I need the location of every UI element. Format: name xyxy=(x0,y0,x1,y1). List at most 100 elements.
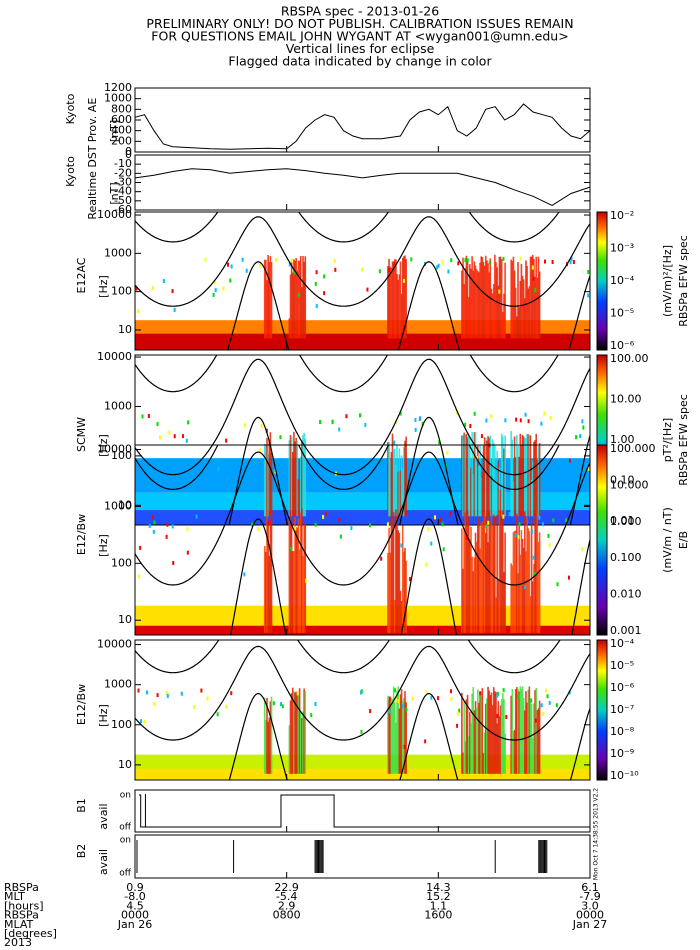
speck xyxy=(296,691,299,696)
streak xyxy=(461,270,463,339)
speck xyxy=(139,545,142,550)
streak xyxy=(520,444,523,517)
streak xyxy=(393,448,396,517)
streak xyxy=(295,526,297,633)
streak xyxy=(405,436,407,517)
panel: 10 100 1000 10000 E12/Bw [Hz] 100.000 10.000 1.0… xyxy=(75,442,690,637)
y-tick-label: 600 xyxy=(111,113,132,126)
streak xyxy=(496,267,498,339)
streak xyxy=(512,532,515,633)
y-tick-label: 100 xyxy=(111,556,132,569)
speck xyxy=(272,701,275,706)
title-line: Vertical lines for eclipse xyxy=(286,41,435,56)
speck xyxy=(579,434,582,439)
speck xyxy=(361,267,364,272)
streak xyxy=(462,752,464,774)
streak xyxy=(293,691,295,774)
streak xyxy=(512,481,515,517)
streak xyxy=(522,436,525,517)
speck xyxy=(368,523,371,528)
footer-value: -7.9 xyxy=(579,890,600,903)
speck xyxy=(485,418,488,423)
streak xyxy=(489,522,492,633)
streak xyxy=(389,552,392,633)
y-tick-label: on xyxy=(120,836,131,846)
streak xyxy=(524,511,526,633)
streak xyxy=(499,509,502,633)
streak xyxy=(481,521,484,633)
speck xyxy=(450,689,453,694)
footer-value: 1.1 xyxy=(430,899,448,912)
speck xyxy=(148,523,151,528)
streak xyxy=(462,435,464,517)
speck xyxy=(314,701,317,706)
streak xyxy=(294,517,296,633)
streak xyxy=(461,528,463,633)
speck xyxy=(151,515,154,520)
speck xyxy=(548,700,551,705)
streak xyxy=(488,272,490,339)
speck xyxy=(168,430,171,435)
streak xyxy=(491,705,494,774)
streak xyxy=(269,701,272,774)
streak xyxy=(497,701,500,774)
streak xyxy=(288,318,291,339)
footer-value: 4.5 xyxy=(126,899,144,912)
model-curve xyxy=(135,358,590,476)
streak xyxy=(490,511,493,633)
streak xyxy=(289,510,292,633)
streak xyxy=(502,436,504,517)
streak xyxy=(502,312,504,339)
speck xyxy=(393,261,396,266)
footer-value: -5.4 xyxy=(276,890,297,903)
streak xyxy=(486,260,488,339)
streak xyxy=(304,691,307,774)
streak xyxy=(470,526,472,633)
speck xyxy=(180,691,183,696)
streak xyxy=(478,702,480,774)
streak xyxy=(295,691,297,774)
speck xyxy=(173,307,176,312)
streak xyxy=(288,519,291,633)
streak xyxy=(295,258,297,339)
streak xyxy=(303,524,305,633)
streak xyxy=(390,697,393,774)
streak xyxy=(486,440,488,517)
y-tick-label: 200 xyxy=(111,134,132,147)
speck xyxy=(502,514,505,519)
speck xyxy=(581,419,584,424)
streak xyxy=(404,440,406,517)
speck xyxy=(137,574,140,579)
series-line xyxy=(134,168,591,206)
streak xyxy=(487,542,489,633)
y-tick-label: -20 xyxy=(114,166,132,179)
streak xyxy=(491,439,494,517)
speck xyxy=(587,293,590,298)
speck xyxy=(411,696,414,701)
streak xyxy=(302,256,304,339)
streak xyxy=(487,263,489,339)
speck xyxy=(547,533,550,538)
streak xyxy=(510,563,512,633)
streak xyxy=(289,435,292,517)
streak xyxy=(299,456,302,517)
speck xyxy=(279,702,282,707)
axis-label: [Hz] xyxy=(97,434,110,457)
streak xyxy=(477,445,479,517)
streak xyxy=(531,581,534,633)
streak xyxy=(296,693,299,774)
speck xyxy=(400,543,403,548)
streak xyxy=(480,256,483,339)
footer-label: 2013 xyxy=(4,936,32,949)
streak xyxy=(513,270,516,339)
streak xyxy=(517,573,519,633)
streak xyxy=(466,259,469,339)
speck xyxy=(366,287,369,292)
streak xyxy=(472,473,475,517)
speck xyxy=(324,511,327,516)
streak xyxy=(390,267,393,339)
streak xyxy=(503,699,505,774)
streak xyxy=(469,437,471,517)
speck xyxy=(136,309,139,314)
streak xyxy=(535,688,537,774)
